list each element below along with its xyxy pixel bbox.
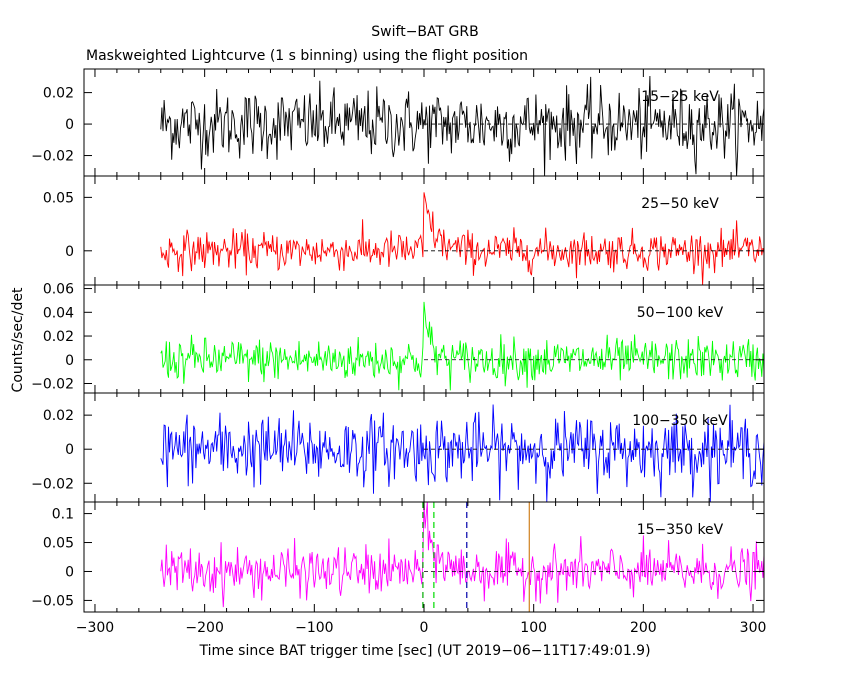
band-label: 100−350 keV	[632, 413, 728, 429]
y-tick-label: 0	[65, 244, 74, 260]
series-line	[160, 501, 765, 608]
x-tick-label: −300	[76, 620, 114, 636]
x-tick-label: 200	[630, 620, 657, 636]
band-label: 15−25 keV	[641, 89, 719, 105]
y-tick-label: 0.02	[43, 86, 74, 102]
panel-15-25-kev: −0.02 0 0.02 15−25 keV	[31, 68, 765, 177]
band-label: 50−100 keV	[637, 305, 724, 321]
x-tick-label: 300	[740, 620, 767, 636]
y-tick-label: 0	[65, 442, 74, 458]
y-tick-label: 0	[65, 564, 74, 580]
series-line	[160, 192, 765, 286]
x-tick-label: −200	[185, 620, 223, 636]
y-tick-label: 0	[65, 353, 74, 369]
series-line	[160, 75, 765, 177]
band-label: 25−50 keV	[641, 196, 719, 212]
y-tick-label: 0	[65, 117, 74, 133]
y-tick-label: 0.1	[52, 507, 74, 523]
x-tick-label: −100	[295, 620, 333, 636]
y-tick-label: −0.02	[31, 377, 74, 393]
y-tick-label: −0.02	[31, 149, 74, 165]
y-tick-label: 0.06	[43, 282, 74, 298]
y-tick-label: 0.02	[43, 408, 74, 424]
band-label: 15−350 keV	[637, 522, 724, 538]
x-tick-label: 0	[420, 620, 429, 636]
panel-frame	[83, 175, 765, 286]
figure-title: Swift−BAT GRB	[371, 24, 478, 40]
x-axis-label: Time since BAT trigger time [sec] (UT 20…	[198, 643, 650, 659]
figure-subtitle: Maskweighted Lightcurve (1 s binning) us…	[86, 48, 528, 64]
panel-50-100-kev: −0.02 0 0.02 0.04 0.06 50−100 keV	[31, 282, 765, 394]
series-line	[160, 404, 765, 503]
y-tick-label: 0.04	[43, 305, 74, 321]
y-tick-label: −0.02	[31, 476, 74, 492]
y-axis-label: Counts/sec/det	[10, 287, 26, 392]
x-tick-label: 100	[520, 620, 547, 636]
y-tick-label: 0.02	[43, 329, 74, 345]
y-tick-label: −0.05	[31, 593, 74, 609]
panel-15-350-kev: −0.05 0 0.05 0.1 15−350 keV −300 −200 −100 0 100 2…	[31, 501, 767, 636]
series-line	[160, 301, 765, 391]
panel-25-50-kev: 0 0.05 25−50 keV	[43, 175, 765, 286]
panel-100-350-kev: −0.02 0 0.02 100−350 keV	[31, 392, 765, 503]
panel-frame	[83, 392, 765, 503]
y-tick-label: 0.05	[43, 190, 74, 206]
y-tick-label: 0.05	[43, 536, 74, 552]
panel-frame	[83, 284, 765, 394]
